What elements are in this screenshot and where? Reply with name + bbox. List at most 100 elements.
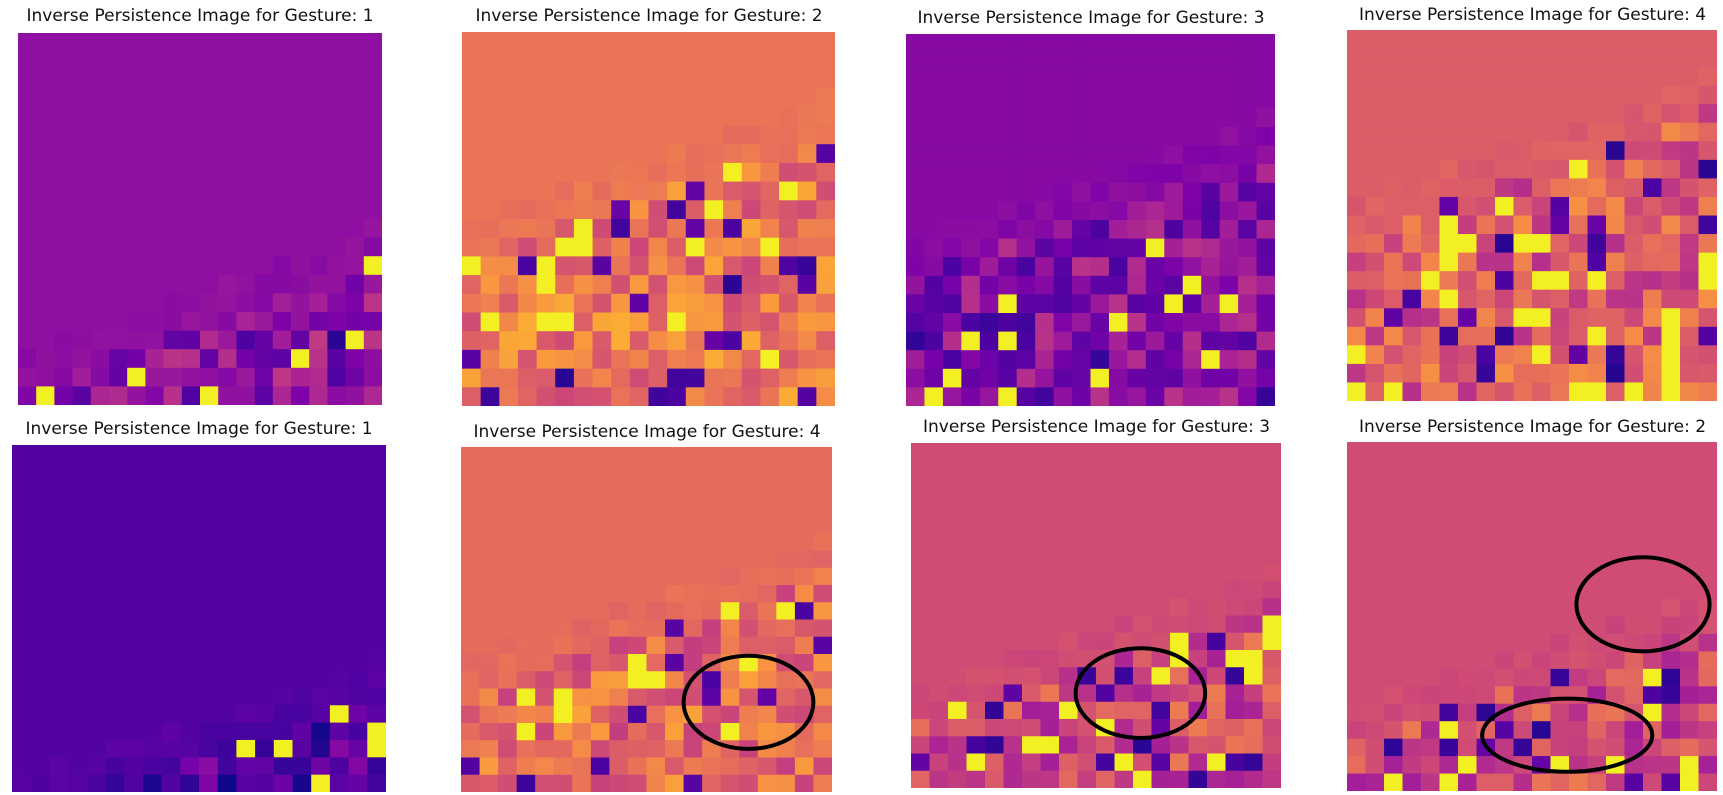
heatmap-cell	[741, 69, 761, 89]
heatmap-cell	[236, 670, 256, 689]
heatmap-cell	[929, 632, 949, 651]
heatmap-cell	[1495, 196, 1515, 217]
heatmap-cell	[142, 705, 163, 724]
heatmap-cell	[1090, 52, 1110, 72]
heatmap-cell	[1402, 529, 1422, 548]
heatmap-cell	[627, 671, 648, 690]
heatmap-cell	[592, 144, 612, 164]
heatmap-cell	[704, 237, 724, 257]
heatmap-cell	[1347, 104, 1367, 124]
heatmap-cell	[1569, 234, 1589, 254]
heatmap-cell	[1698, 30, 1717, 50]
heatmap-cell	[1145, 313, 1165, 333]
heatmap-cell	[517, 32, 538, 52]
heatmap-cell	[985, 477, 1005, 496]
heatmap-cell	[462, 162, 482, 183]
heatmap-cell	[127, 293, 146, 313]
heatmap-cell	[720, 671, 740, 690]
heatmap-cell	[218, 330, 237, 350]
panel-title: Inverse Persistence Image for Gesture: 1	[26, 6, 374, 26]
heatmap-cell	[1090, 108, 1110, 128]
heatmap-cell	[236, 774, 256, 792]
heatmap-cell	[273, 445, 294, 463]
heatmap-cell	[516, 688, 536, 707]
heatmap-cell	[105, 531, 125, 550]
heatmap-cell	[1532, 48, 1552, 68]
heatmap-cell	[648, 219, 668, 239]
heatmap-cell	[924, 71, 944, 91]
heatmap-cell	[329, 618, 350, 637]
heatmap-cell	[1606, 159, 1626, 179]
heatmap-cell	[797, 312, 817, 332]
heatmap-cell	[254, 70, 274, 90]
heatmap-cell	[1003, 529, 1023, 548]
heatmap-cell	[199, 739, 219, 758]
heatmap-cell	[1384, 308, 1404, 328]
heatmap-cell	[998, 145, 1018, 165]
heatmap-cell	[720, 481, 740, 500]
heatmap-cell	[948, 563, 968, 582]
heatmap-cell	[217, 479, 237, 498]
heatmap-cell	[272, 70, 292, 90]
heatmap-cell	[535, 447, 555, 465]
heatmap-cell	[1347, 616, 1367, 635]
heatmap-cell	[1458, 271, 1478, 291]
heatmap-cell	[1035, 201, 1055, 221]
heatmap-cell	[590, 671, 610, 690]
heatmap-cell	[145, 181, 165, 201]
heatmap-cell	[200, 70, 219, 90]
heatmap-cell	[1384, 616, 1404, 635]
heatmap-cell	[348, 739, 368, 758]
heatmap-cell	[1072, 34, 1092, 54]
heatmap-cell	[1384, 686, 1404, 705]
heatmap-cell	[1513, 633, 1533, 652]
heatmap-cell	[1053, 52, 1073, 72]
heatmap-cell	[1238, 350, 1258, 370]
heatmap-cell	[105, 687, 125, 706]
heatmap-cell	[776, 498, 796, 517]
heatmap-cell	[272, 51, 292, 71]
heatmap-cell	[363, 181, 382, 201]
heatmap-cell	[479, 671, 499, 690]
heatmap-cell	[702, 705, 722, 724]
heatmap-cell	[180, 722, 200, 741]
heatmap-cell	[911, 701, 931, 720]
heatmap-cell	[199, 774, 219, 792]
heatmap-cell	[292, 722, 312, 741]
heatmap-cell	[462, 69, 482, 89]
heatmap-cell	[1550, 773, 1570, 791]
heatmap-cell	[942, 89, 962, 109]
heatmap-cell	[254, 51, 274, 71]
heatmap-cell	[985, 529, 1005, 548]
heatmap-cell	[217, 653, 237, 672]
heatmap-cell	[1108, 313, 1128, 333]
heatmap-cell	[1661, 308, 1681, 328]
heatmap-cell	[1698, 178, 1717, 198]
heatmap-cell	[18, 144, 37, 164]
heatmap-cell	[1587, 382, 1607, 401]
heatmap-cell	[363, 51, 382, 71]
heatmap-cell	[648, 88, 668, 108]
heatmap-cell	[1439, 178, 1459, 198]
heatmap-cell	[924, 331, 944, 351]
heatmap-cell	[611, 106, 631, 127]
heatmap-cell	[1569, 271, 1589, 291]
heatmap-cell	[1365, 67, 1385, 87]
heatmap-cell	[1003, 684, 1023, 703]
heatmap-cell	[479, 688, 499, 707]
heatmap-cell	[611, 256, 631, 276]
heatmap-cell	[124, 566, 144, 585]
heatmap-cell	[1365, 616, 1385, 635]
heatmap-cell	[1090, 164, 1110, 184]
heatmap-cell	[1569, 178, 1589, 198]
heatmap-cell	[49, 566, 69, 585]
heatmap-cell	[929, 563, 949, 582]
heatmap-cell	[1219, 238, 1239, 258]
heatmap-cell	[1476, 67, 1496, 87]
heatmap-cell	[1096, 770, 1116, 788]
heatmap-cell	[1384, 104, 1404, 124]
heatmap-cell	[1059, 667, 1079, 686]
heatmap-cell	[1114, 494, 1134, 513]
heatmap-cell	[124, 670, 144, 689]
heatmap-cell	[1661, 756, 1681, 775]
